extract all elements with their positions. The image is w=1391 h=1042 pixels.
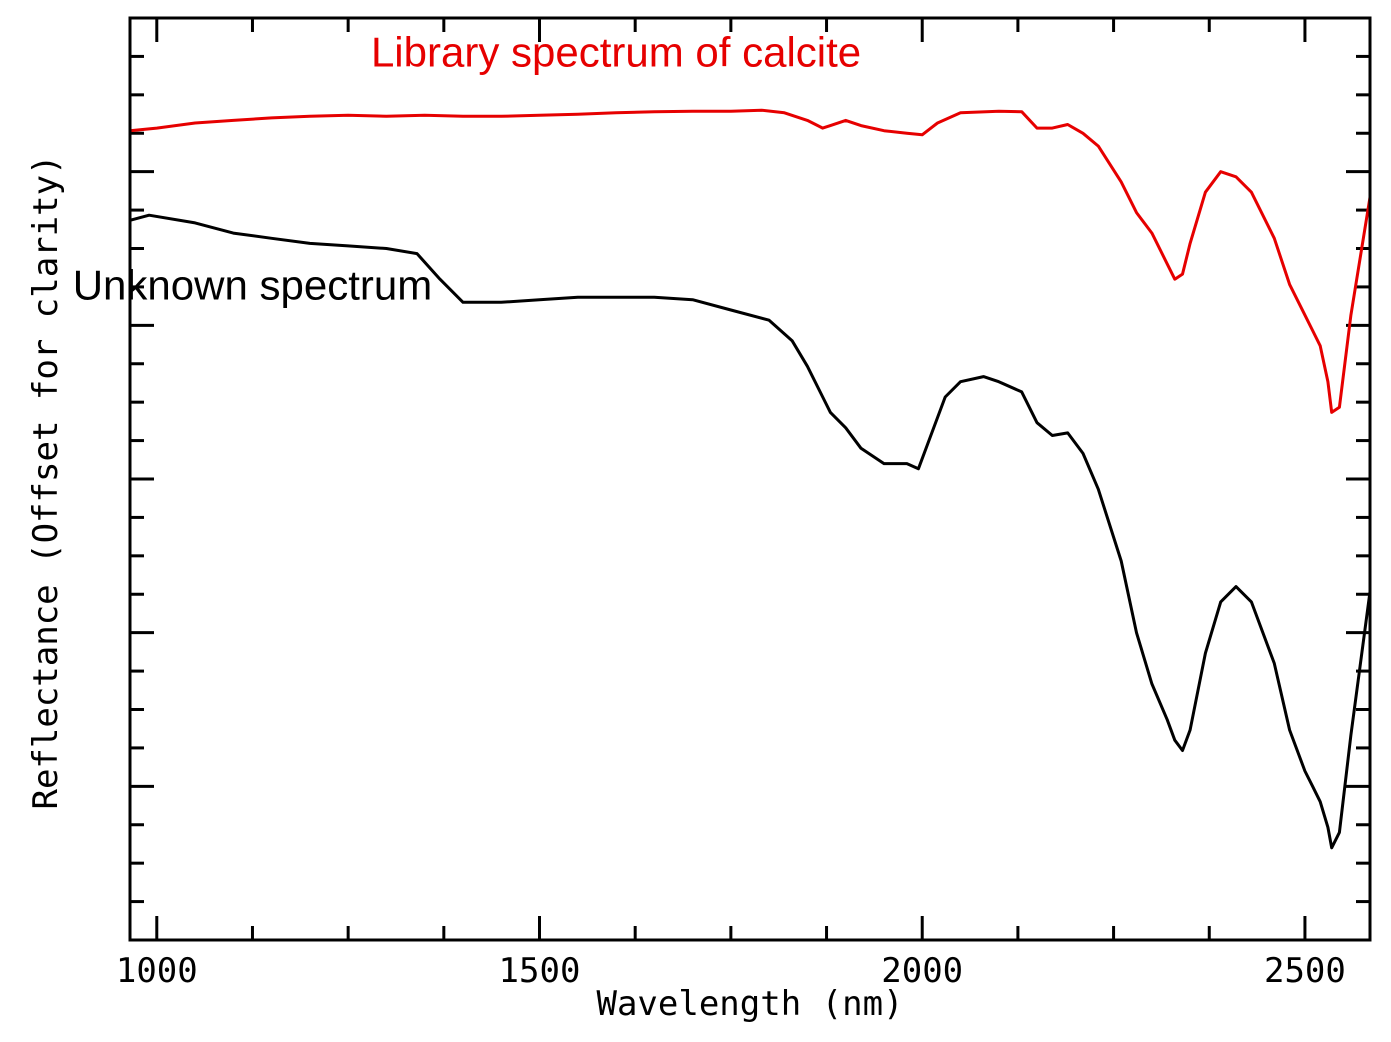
x-tick-labels: 1000 1500 2000 2500: [116, 951, 1346, 991]
plot-frame: [128, 16, 1372, 942]
x-tick-label: 2000: [881, 951, 963, 991]
library-series-label: Library spectrum of calcite: [371, 29, 861, 76]
x-axis-title: Wavelength (nm): [596, 984, 903, 1024]
library-series-line: [129, 108, 1372, 414]
y-axis-title: Reflectance (Offset for clarity): [26, 154, 66, 809]
x-tick-label: 2500: [1264, 951, 1346, 991]
unknown-series-line: [129, 213, 1372, 850]
x-tick-label: 1000: [116, 951, 198, 991]
unknown-series-label: Unknown spectrum: [73, 262, 432, 309]
series-lines: [129, 108, 1372, 850]
axis-ticks: [130, 18, 1370, 940]
x-tick-label: 1500: [499, 951, 581, 991]
